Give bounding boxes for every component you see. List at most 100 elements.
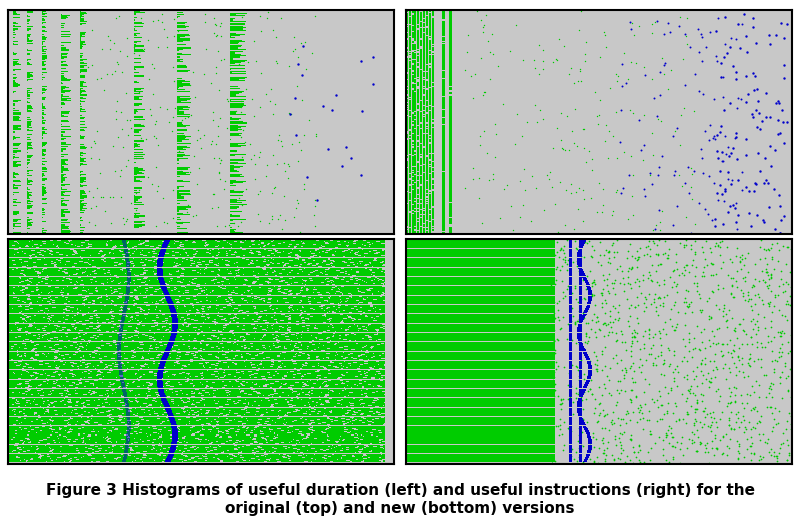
Bar	[124, 337, 128, 338]
Bar	[362, 375, 366, 376]
Bar	[569, 397, 572, 399]
Bar	[21, 315, 25, 316]
Bar	[214, 439, 232, 440]
Point	[768, 185, 781, 194]
Bar	[126, 263, 130, 264]
Point	[759, 89, 772, 97]
Bar	[134, 172, 142, 173]
Bar	[210, 317, 233, 318]
Bar	[118, 333, 122, 334]
Bar	[406, 427, 555, 428]
Bar	[420, 161, 422, 162]
Point	[678, 104, 690, 112]
Bar	[161, 431, 177, 432]
Bar	[81, 48, 82, 49]
Bar	[569, 407, 572, 408]
Bar	[296, 276, 316, 277]
Bar	[34, 429, 51, 430]
Bar	[423, 15, 425, 16]
Bar	[262, 419, 284, 420]
Bar	[196, 270, 217, 271]
Bar	[429, 34, 431, 35]
Point	[214, 155, 227, 164]
Bar	[587, 289, 591, 290]
Bar	[569, 360, 572, 361]
Bar	[81, 311, 89, 312]
Bar	[320, 343, 335, 344]
Bar	[49, 406, 54, 407]
Bar	[371, 424, 382, 425]
Bar	[266, 385, 283, 386]
Point	[615, 429, 628, 438]
Bar	[406, 363, 555, 364]
Point	[152, 141, 165, 149]
Bar	[329, 426, 342, 427]
Bar	[354, 264, 366, 265]
Bar	[414, 75, 417, 76]
Bar	[147, 393, 158, 394]
Point	[590, 208, 603, 217]
Bar	[128, 424, 135, 425]
Bar	[278, 403, 298, 404]
Bar	[411, 164, 414, 165]
Bar	[26, 266, 33, 267]
Bar	[32, 303, 49, 304]
Bar	[336, 344, 341, 345]
Bar	[406, 324, 555, 325]
Bar	[122, 309, 128, 310]
Bar	[429, 116, 431, 117]
Bar	[81, 70, 87, 71]
Bar	[411, 97, 414, 98]
Bar	[224, 384, 241, 385]
Bar	[442, 101, 446, 103]
Bar	[414, 60, 417, 61]
Bar	[382, 456, 385, 457]
Bar	[289, 427, 307, 428]
Bar	[578, 409, 582, 410]
Bar	[39, 355, 61, 356]
Bar	[102, 395, 109, 396]
Bar	[381, 442, 385, 444]
Bar	[255, 327, 266, 328]
Bar	[423, 173, 425, 174]
Bar	[269, 436, 274, 437]
Bar	[409, 13, 410, 14]
Bar	[310, 355, 330, 356]
Point	[616, 446, 629, 454]
Bar	[582, 423, 586, 424]
Bar	[81, 47, 83, 48]
Bar	[406, 265, 555, 266]
Bar	[39, 448, 50, 449]
Point	[670, 417, 682, 425]
Bar	[432, 39, 434, 40]
Bar	[301, 249, 315, 251]
Bar	[316, 434, 334, 435]
Bar	[247, 359, 270, 360]
Bar	[382, 445, 385, 446]
Bar	[61, 174, 66, 175]
Bar	[420, 150, 422, 151]
Point	[146, 60, 158, 68]
Bar	[121, 249, 142, 251]
Point	[671, 382, 684, 391]
Bar	[126, 439, 130, 440]
Bar	[442, 58, 446, 59]
Bar	[353, 353, 373, 354]
Bar	[200, 431, 210, 432]
Bar	[426, 129, 428, 130]
Bar	[129, 355, 131, 356]
Bar	[414, 84, 417, 86]
Bar	[266, 439, 277, 440]
Bar	[414, 95, 417, 96]
Bar	[414, 117, 417, 118]
Bar	[158, 276, 163, 277]
Bar	[8, 371, 26, 372]
Bar	[423, 179, 425, 181]
Bar	[569, 446, 572, 447]
Bar	[8, 243, 18, 244]
Point	[622, 303, 635, 312]
Bar	[190, 421, 210, 422]
Bar	[285, 358, 307, 359]
Bar	[179, 422, 195, 423]
Bar	[133, 336, 149, 337]
